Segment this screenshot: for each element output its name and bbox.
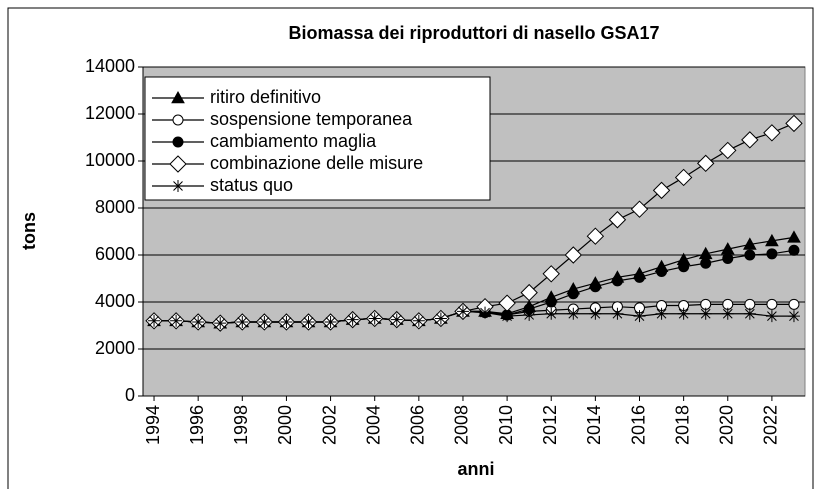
marker <box>788 244 800 256</box>
marker <box>589 281 601 293</box>
x-tick-label: 2022 <box>761 405 781 445</box>
marker <box>678 261 690 273</box>
marker <box>390 313 403 326</box>
marker <box>787 230 801 243</box>
marker <box>280 315 293 328</box>
x-tick-label: 1994 <box>143 405 163 445</box>
marker <box>743 307 756 320</box>
x-tick-label: 2000 <box>275 405 295 445</box>
y-tick-label: 14000 <box>85 56 135 76</box>
marker <box>655 307 668 320</box>
marker <box>633 310 646 323</box>
marker <box>787 310 800 323</box>
y-tick-label: 2000 <box>95 338 135 358</box>
marker <box>765 310 778 323</box>
marker <box>766 298 778 310</box>
marker <box>652 181 671 200</box>
marker <box>744 249 756 261</box>
x-tick-label: 2020 <box>717 405 737 445</box>
marker <box>214 317 227 330</box>
legend-label: combinazione delle misure <box>210 153 423 173</box>
marker <box>700 257 712 269</box>
marker <box>412 314 425 327</box>
y-tick-label: 8000 <box>95 197 135 217</box>
marker <box>346 313 359 326</box>
marker <box>785 114 803 133</box>
marker <box>148 314 161 327</box>
marker <box>434 312 447 325</box>
marker <box>324 315 337 328</box>
marker <box>479 306 492 319</box>
legend-marker <box>172 136 184 148</box>
x-tick-label: 2004 <box>363 405 383 445</box>
y-tick-label: 12000 <box>85 103 135 123</box>
marker <box>630 200 649 218</box>
marker <box>741 131 759 149</box>
x-tick-label: 2006 <box>408 405 428 445</box>
marker <box>742 237 757 250</box>
marker <box>567 307 580 320</box>
marker <box>611 307 624 320</box>
marker <box>634 271 645 283</box>
marker <box>608 211 627 229</box>
marker <box>765 233 779 247</box>
legend-label: status quo <box>210 175 293 195</box>
marker <box>589 307 602 320</box>
y-tick-label: 0 <box>125 385 135 405</box>
marker <box>719 141 737 160</box>
x-tick-label: 1998 <box>231 405 251 445</box>
y-axis-label: tons <box>19 212 39 250</box>
marker <box>302 315 315 328</box>
marker <box>763 124 781 142</box>
x-tick-label: 2018 <box>672 405 692 445</box>
x-tick-label: 2014 <box>584 405 604 445</box>
marker <box>258 315 271 328</box>
marker <box>523 308 536 321</box>
marker <box>677 307 690 320</box>
marker <box>699 307 712 320</box>
marker <box>674 168 693 187</box>
marker <box>545 296 557 308</box>
marker <box>501 310 514 323</box>
x-axis-label: anni <box>457 459 494 479</box>
marker <box>766 248 778 260</box>
x-tick-label: 2002 <box>319 405 339 445</box>
marker <box>545 307 558 320</box>
marker <box>722 253 734 265</box>
marker <box>192 315 205 328</box>
marker <box>236 315 249 328</box>
x-tick-label: 2012 <box>540 405 560 445</box>
marker <box>696 154 715 173</box>
marker <box>611 275 623 287</box>
marker <box>456 305 469 318</box>
x-tick-label: 1996 <box>187 405 207 445</box>
marker <box>564 246 583 264</box>
marker <box>170 314 183 327</box>
legend-marker <box>172 180 184 192</box>
marker <box>368 312 381 325</box>
x-tick-label: 2008 <box>452 405 472 445</box>
x-tick-label: 2016 <box>628 405 648 445</box>
marker <box>567 288 579 300</box>
y-tick-label: 6000 <box>95 244 135 264</box>
y-tick-label: 10000 <box>85 150 135 170</box>
chart-title: Biomassa dei riproduttori di nasello GSA… <box>288 23 659 43</box>
legend-label: sospensione temporanea <box>210 109 413 129</box>
x-tick-label: 2010 <box>496 405 516 445</box>
marker <box>721 307 734 320</box>
legend-marker <box>172 114 184 126</box>
marker <box>788 298 800 310</box>
legend-label: ritiro definitivo <box>210 87 321 107</box>
legend-marker <box>171 90 185 104</box>
marker <box>542 265 560 283</box>
legend-marker <box>169 155 187 173</box>
marker <box>520 283 538 302</box>
y-tick-label: 4000 <box>95 291 135 311</box>
legend-label: cambiamento maglia <box>210 131 377 151</box>
marker <box>656 265 668 277</box>
marker <box>586 227 605 245</box>
